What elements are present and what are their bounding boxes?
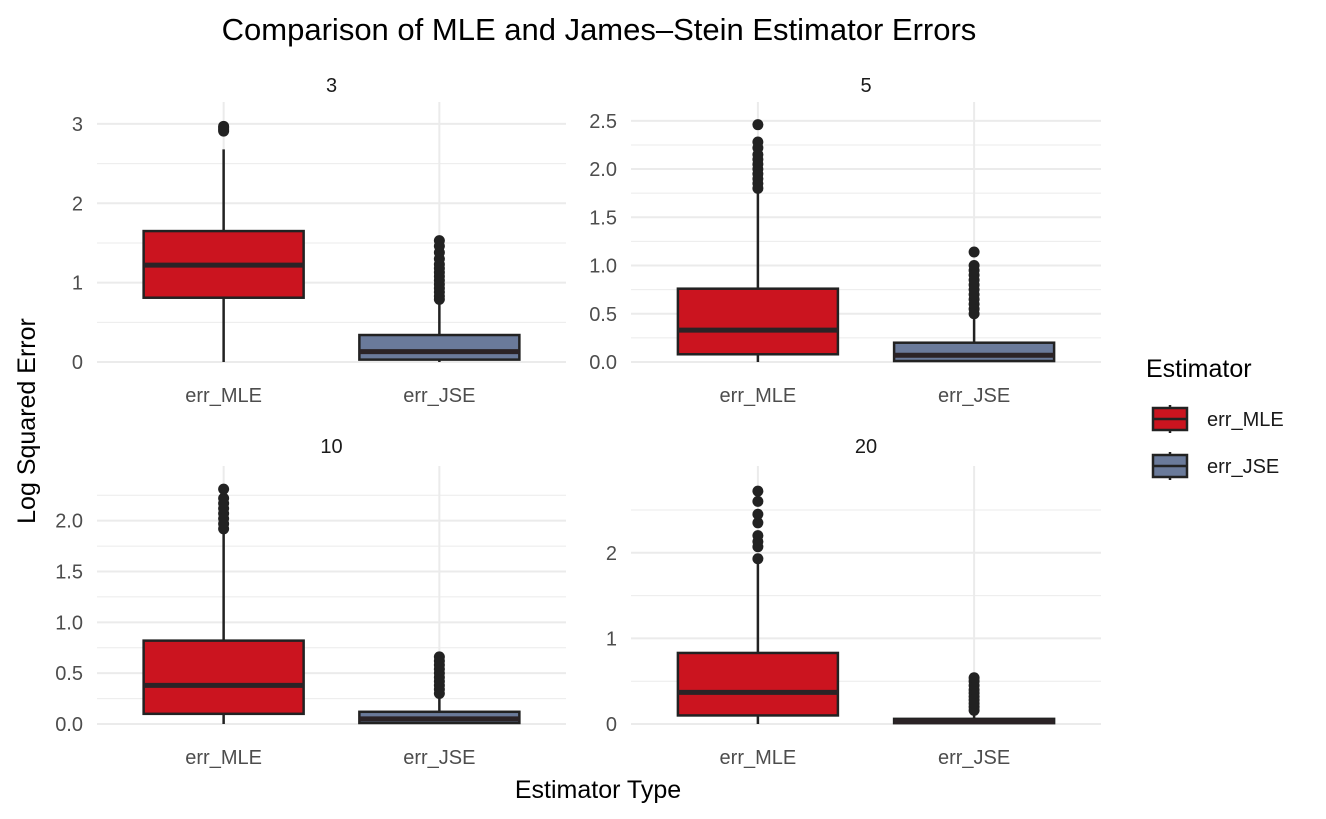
outlier-point <box>218 120 230 132</box>
legend-item-err_MLE: err_MLE <box>1151 405 1284 433</box>
box-err_JSE <box>358 235 521 362</box>
x-axis-title: Estimator Type <box>515 776 681 804</box>
y-tick-label: 1.5 <box>55 562 83 584</box>
outlier-point <box>968 260 980 272</box>
y-tick-label: 0.0 <box>55 714 83 736</box>
y-tick-label: 1.5 <box>589 207 617 229</box>
y-tick-label: 0.0 <box>589 352 617 374</box>
legend: Estimator err_MLE err_JSE <box>1146 355 1284 480</box>
outlier-point <box>218 492 230 504</box>
panel-20: 20 0 1 2 err_MLE err_JSE <box>606 436 1101 769</box>
x-tick-label: err_JSE <box>938 747 1010 769</box>
outlier-point <box>752 495 764 507</box>
facet-label: 3 <box>326 75 337 97</box>
y-tick-label: 2 <box>72 193 83 215</box>
panel-3: 3 0 1 2 3 err_MLE err_JSE <box>72 75 566 407</box>
outlier-point <box>752 119 764 131</box>
y-tick-label: 2.0 <box>55 511 83 533</box>
y-tick-label: 2 <box>606 543 617 565</box>
legend-label: err_MLE <box>1207 409 1284 431</box>
facet-label: 10 <box>320 436 342 458</box>
x-tick-label: err_MLE <box>720 747 797 769</box>
outlier-point <box>752 485 764 497</box>
x-tick-label: err_JSE <box>403 385 475 407</box>
x-tick-label: err_MLE <box>720 385 797 407</box>
y-tick-label: 0.5 <box>589 304 617 326</box>
facet-label: 5 <box>860 75 871 97</box>
outlier-point <box>968 246 980 258</box>
x-tick-label: err_JSE <box>403 747 475 769</box>
x-tick-label: err_JSE <box>938 385 1010 407</box>
chart-title: Comparison of MLE and James–Stein Estima… <box>222 12 977 47</box>
outlier-point <box>433 235 445 247</box>
outlier-point <box>968 672 980 684</box>
box-err_MLE <box>676 119 840 362</box>
y-tick-label: 0.5 <box>55 663 83 685</box>
y-tick-label: 0 <box>606 714 617 736</box>
legend-label: err_JSE <box>1207 456 1279 478</box>
box-body <box>676 287 840 356</box>
box-err_JSE <box>358 651 521 725</box>
y-tick-label: 0 <box>72 352 83 374</box>
box-err_MLE <box>676 485 840 724</box>
facet-label: 20 <box>855 436 877 458</box>
y-tick-label: 1.0 <box>589 256 617 278</box>
x-tick-label: err_MLE <box>185 385 262 407</box>
box-err_MLE <box>142 483 305 724</box>
y-tick-label: 1 <box>606 628 617 650</box>
box-err_JSE <box>892 672 1056 725</box>
panel-10: 10 0.0 0.5 1.0 1.5 2.0 err_MLE err_JSE <box>55 436 566 769</box>
box-body <box>358 333 521 361</box>
panel-5: 5 0.0 0.5 1.0 1.5 2.0 2.5 err_MLE err_JSE <box>589 75 1101 407</box>
y-tick-label: 1 <box>72 273 83 295</box>
box-err_MLE <box>142 120 305 362</box>
legend-title: Estimator <box>1146 355 1252 383</box>
box-body <box>142 639 305 716</box>
outlier-point <box>752 530 764 542</box>
facet-panels: 3 0 1 2 3 err_MLE err_JSE 5 0.0 0.5 1.0 1.5 2.0 2.5 er… <box>55 75 1101 769</box>
box-body <box>676 651 840 717</box>
box-body <box>892 341 1056 363</box>
outlier-point <box>752 517 764 529</box>
outlier-point <box>752 508 764 520</box>
y-tick-label: 2.0 <box>589 159 617 181</box>
outlier-point <box>218 483 230 495</box>
y-axis-title: Log Squared Error <box>13 318 41 524</box>
y-tick-label: 1.0 <box>55 612 83 634</box>
y-tick-label: 3 <box>72 114 83 136</box>
outlier-point <box>433 651 445 663</box>
outlier-point <box>752 136 764 148</box>
box-err_JSE <box>892 246 1056 363</box>
legend-item-err_JSE: err_JSE <box>1151 452 1279 480</box>
outlier-point <box>752 553 764 565</box>
y-tick-label: 2.5 <box>589 111 617 133</box>
x-tick-label: err_MLE <box>185 747 262 769</box>
